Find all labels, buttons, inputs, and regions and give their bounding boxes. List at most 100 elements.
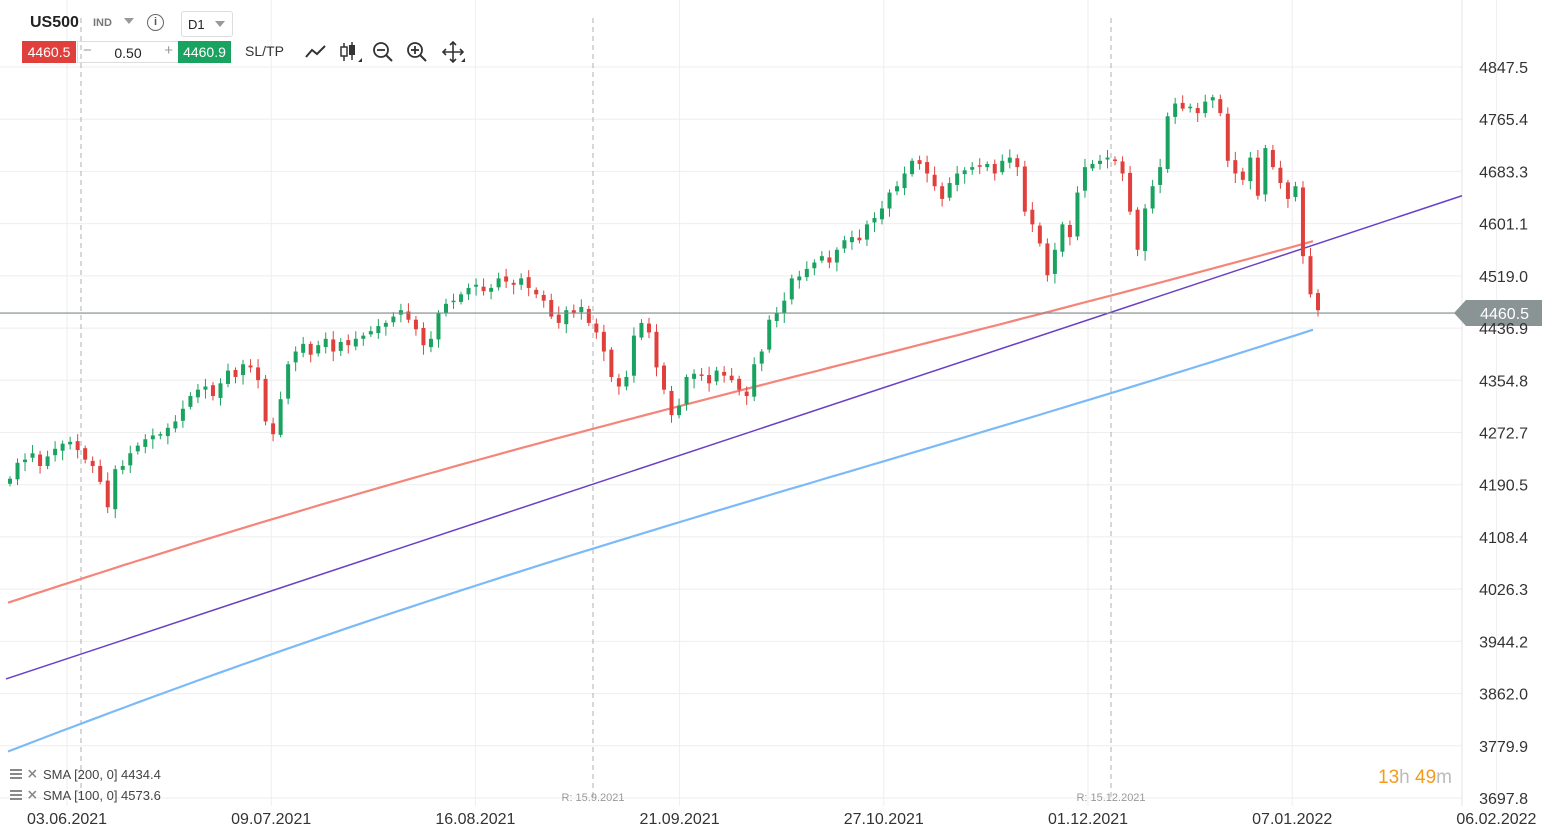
candle-body — [316, 345, 321, 354]
candle-body — [459, 294, 464, 302]
y-tick-label: 4272.7 — [1479, 425, 1528, 442]
candle-body — [203, 386, 208, 390]
candle-body — [481, 286, 486, 292]
candle-body — [23, 459, 28, 463]
candle-body — [564, 310, 569, 325]
candlestick-icon[interactable] — [338, 40, 362, 64]
candle-body — [451, 300, 456, 303]
candle-body — [819, 256, 824, 261]
candle-body — [940, 186, 945, 199]
y-tick-label: 4683.3 — [1479, 164, 1528, 181]
candle-body — [639, 322, 644, 338]
buy-price-button[interactable]: 4460.9 — [178, 41, 231, 63]
candle-body — [556, 314, 561, 323]
close-icon[interactable] — [28, 768, 39, 780]
candle-body — [248, 365, 253, 368]
candle-body — [519, 278, 524, 285]
candle-body — [301, 343, 306, 353]
y-tick-label: 3697.8 — [1479, 791, 1528, 808]
timeframe-select[interactable]: D1 — [181, 11, 233, 37]
candle-body — [699, 374, 704, 376]
candle-body — [173, 421, 178, 429]
candle-body — [504, 276, 509, 282]
quantity-value[interactable]: 0.50 — [114, 45, 142, 61]
candle-body — [631, 335, 636, 376]
y-tick-label: 4765.4 — [1479, 112, 1528, 129]
candle-body — [143, 439, 148, 447]
y-tick-label: 3779.9 — [1479, 739, 1528, 756]
candle-body — [654, 331, 659, 368]
candle-body — [30, 453, 35, 458]
decrement-button[interactable]: − — [83, 42, 92, 59]
candle-body — [977, 165, 982, 167]
candle-body — [677, 405, 682, 416]
candle-body — [1105, 157, 1110, 160]
symbol-label[interactable]: US500 — [30, 14, 79, 31]
candle-body — [1000, 160, 1005, 173]
candle-body — [241, 364, 246, 376]
candle-body — [8, 478, 12, 484]
candle-body — [1195, 108, 1200, 114]
candle-body — [774, 313, 779, 322]
candle-body — [1045, 243, 1050, 276]
candle-body — [1158, 167, 1163, 185]
candle-body — [549, 300, 554, 317]
move-icon[interactable] — [441, 40, 465, 64]
zoom-in-icon[interactable] — [405, 40, 429, 64]
candle-body — [218, 383, 223, 398]
info-icon[interactable]: i — [147, 14, 164, 31]
candle-body — [1188, 106, 1193, 109]
candle-body — [188, 396, 193, 407]
line-chart-icon[interactable] — [304, 40, 328, 64]
candle-body — [601, 331, 606, 352]
candle-body — [158, 434, 163, 436]
candle-body — [767, 319, 772, 350]
candle-body — [1165, 116, 1170, 170]
candle-body — [887, 192, 892, 209]
candle-body — [1007, 157, 1012, 163]
candle-body — [1316, 293, 1320, 311]
candle-body — [1120, 161, 1125, 174]
zoom-out-icon[interactable] — [371, 40, 395, 64]
x-tick-label: 01.12.2021 — [1048, 811, 1128, 828]
indicator-legend-sma200[interactable]: SMA [200, 0] 4434.4 — [10, 767, 161, 782]
candle-body — [83, 448, 88, 460]
x-tick-label: 06.02.2022 — [1456, 811, 1536, 828]
sl-tp-button[interactable]: SL/TP — [245, 43, 284, 59]
x-tick-label: 21.09.2021 — [640, 811, 720, 828]
y-tick-label: 4601.1 — [1479, 217, 1528, 234]
chevron-down-icon[interactable] — [124, 18, 134, 24]
y-tick-label: 4190.5 — [1479, 478, 1528, 495]
candle-body — [662, 365, 666, 390]
indicator-settings-icon[interactable] — [10, 768, 24, 780]
candle-body — [1308, 256, 1313, 295]
increment-button[interactable]: + — [164, 42, 173, 59]
candle-body — [128, 453, 133, 466]
sell-price-button[interactable]: 4460.5 — [22, 41, 76, 63]
candle-body — [165, 427, 170, 437]
candle-body — [834, 249, 839, 263]
candle-body — [398, 310, 403, 315]
x-tick-label: 03.06.2021 — [27, 811, 107, 828]
candle-body — [1180, 102, 1185, 109]
trendline — [5, 195, 1463, 680]
candle-body — [68, 441, 73, 445]
y-tick-label: 3862.0 — [1479, 687, 1528, 704]
close-icon[interactable] — [28, 789, 39, 801]
countdown-hours-unit: h — [1399, 767, 1410, 788]
candle-body — [233, 369, 238, 377]
candle-body — [917, 160, 922, 164]
indicator-settings-icon[interactable] — [10, 789, 24, 801]
candle-body — [331, 339, 336, 352]
candle-body — [1300, 187, 1305, 257]
sma200-line — [7, 328, 1314, 753]
candle-body — [421, 328, 426, 346]
indicator-legend-sma100[interactable]: SMA [100, 0] 4573.6 — [10, 788, 161, 803]
date-markers: R: 15.9.2021 R: 15.12.2021 — [80, 18, 1146, 804]
candle-body — [895, 186, 900, 192]
candle-body — [428, 338, 433, 348]
candle-body — [789, 278, 794, 300]
quantity-stepper[interactable]: − 0.50 + — [77, 41, 179, 63]
candle-body — [338, 341, 343, 351]
